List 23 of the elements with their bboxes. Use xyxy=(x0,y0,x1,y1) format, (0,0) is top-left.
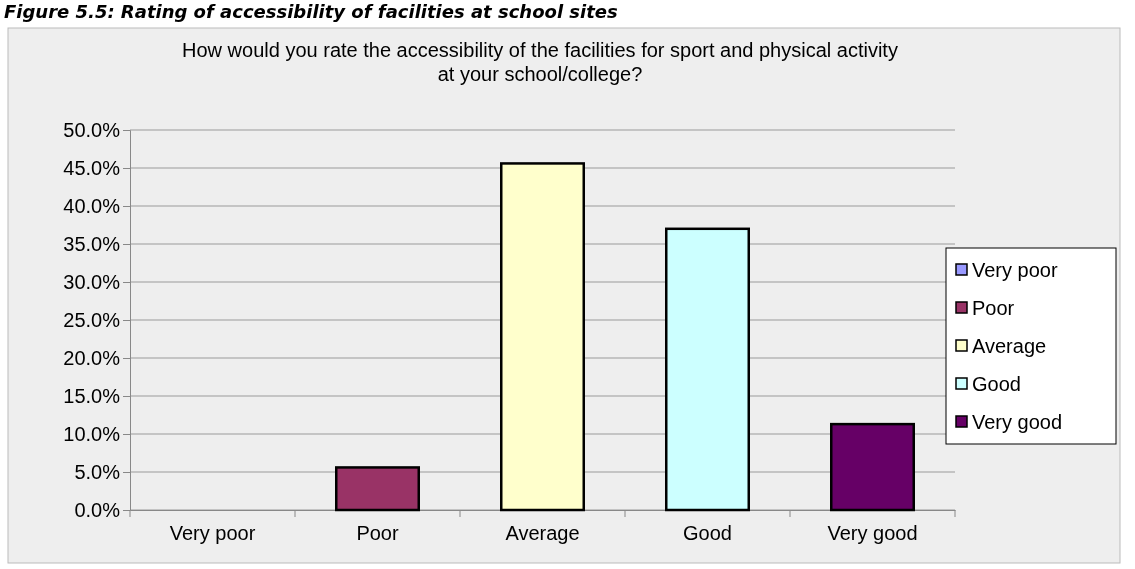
y-tick-label: 40.0% xyxy=(63,194,121,217)
caption: Figure 5.5: Rating of accessibility of facilities at school sites xyxy=(4,1,619,22)
x-tick-label: Poor xyxy=(356,522,399,545)
x-tick-label: Good xyxy=(683,522,732,545)
y-tick-label: 5.0% xyxy=(74,460,121,483)
legend-label: Poor xyxy=(972,297,1015,319)
y-tick-label: 0.0% xyxy=(74,498,121,521)
legend-label: Good xyxy=(972,373,1021,395)
y-tick-label: 45.0% xyxy=(63,156,121,179)
y-tick-label: 50.0% xyxy=(63,118,121,141)
y-tick-label: 15.0% xyxy=(63,384,121,407)
x-tick-label: Average xyxy=(505,522,580,545)
y-tick-label: 10.0% xyxy=(63,422,121,445)
y-tick-label: 25.0% xyxy=(63,308,121,331)
legend-label: Average xyxy=(972,335,1047,357)
y-tick-label: 30.0% xyxy=(63,270,121,293)
y-tick-label: 20.0% xyxy=(63,346,121,369)
y-tick-label: 35.0% xyxy=(63,232,121,255)
x-tick-label: Very poor xyxy=(169,522,256,545)
legend-label: Very good xyxy=(972,411,1063,433)
x-tick-label: Very good xyxy=(827,522,918,545)
chart-title: How would you rate the accessibility of the facilities for sport and physical activity at your school/college? xyxy=(182,39,898,85)
legend-label: Very poor xyxy=(972,259,1058,281)
